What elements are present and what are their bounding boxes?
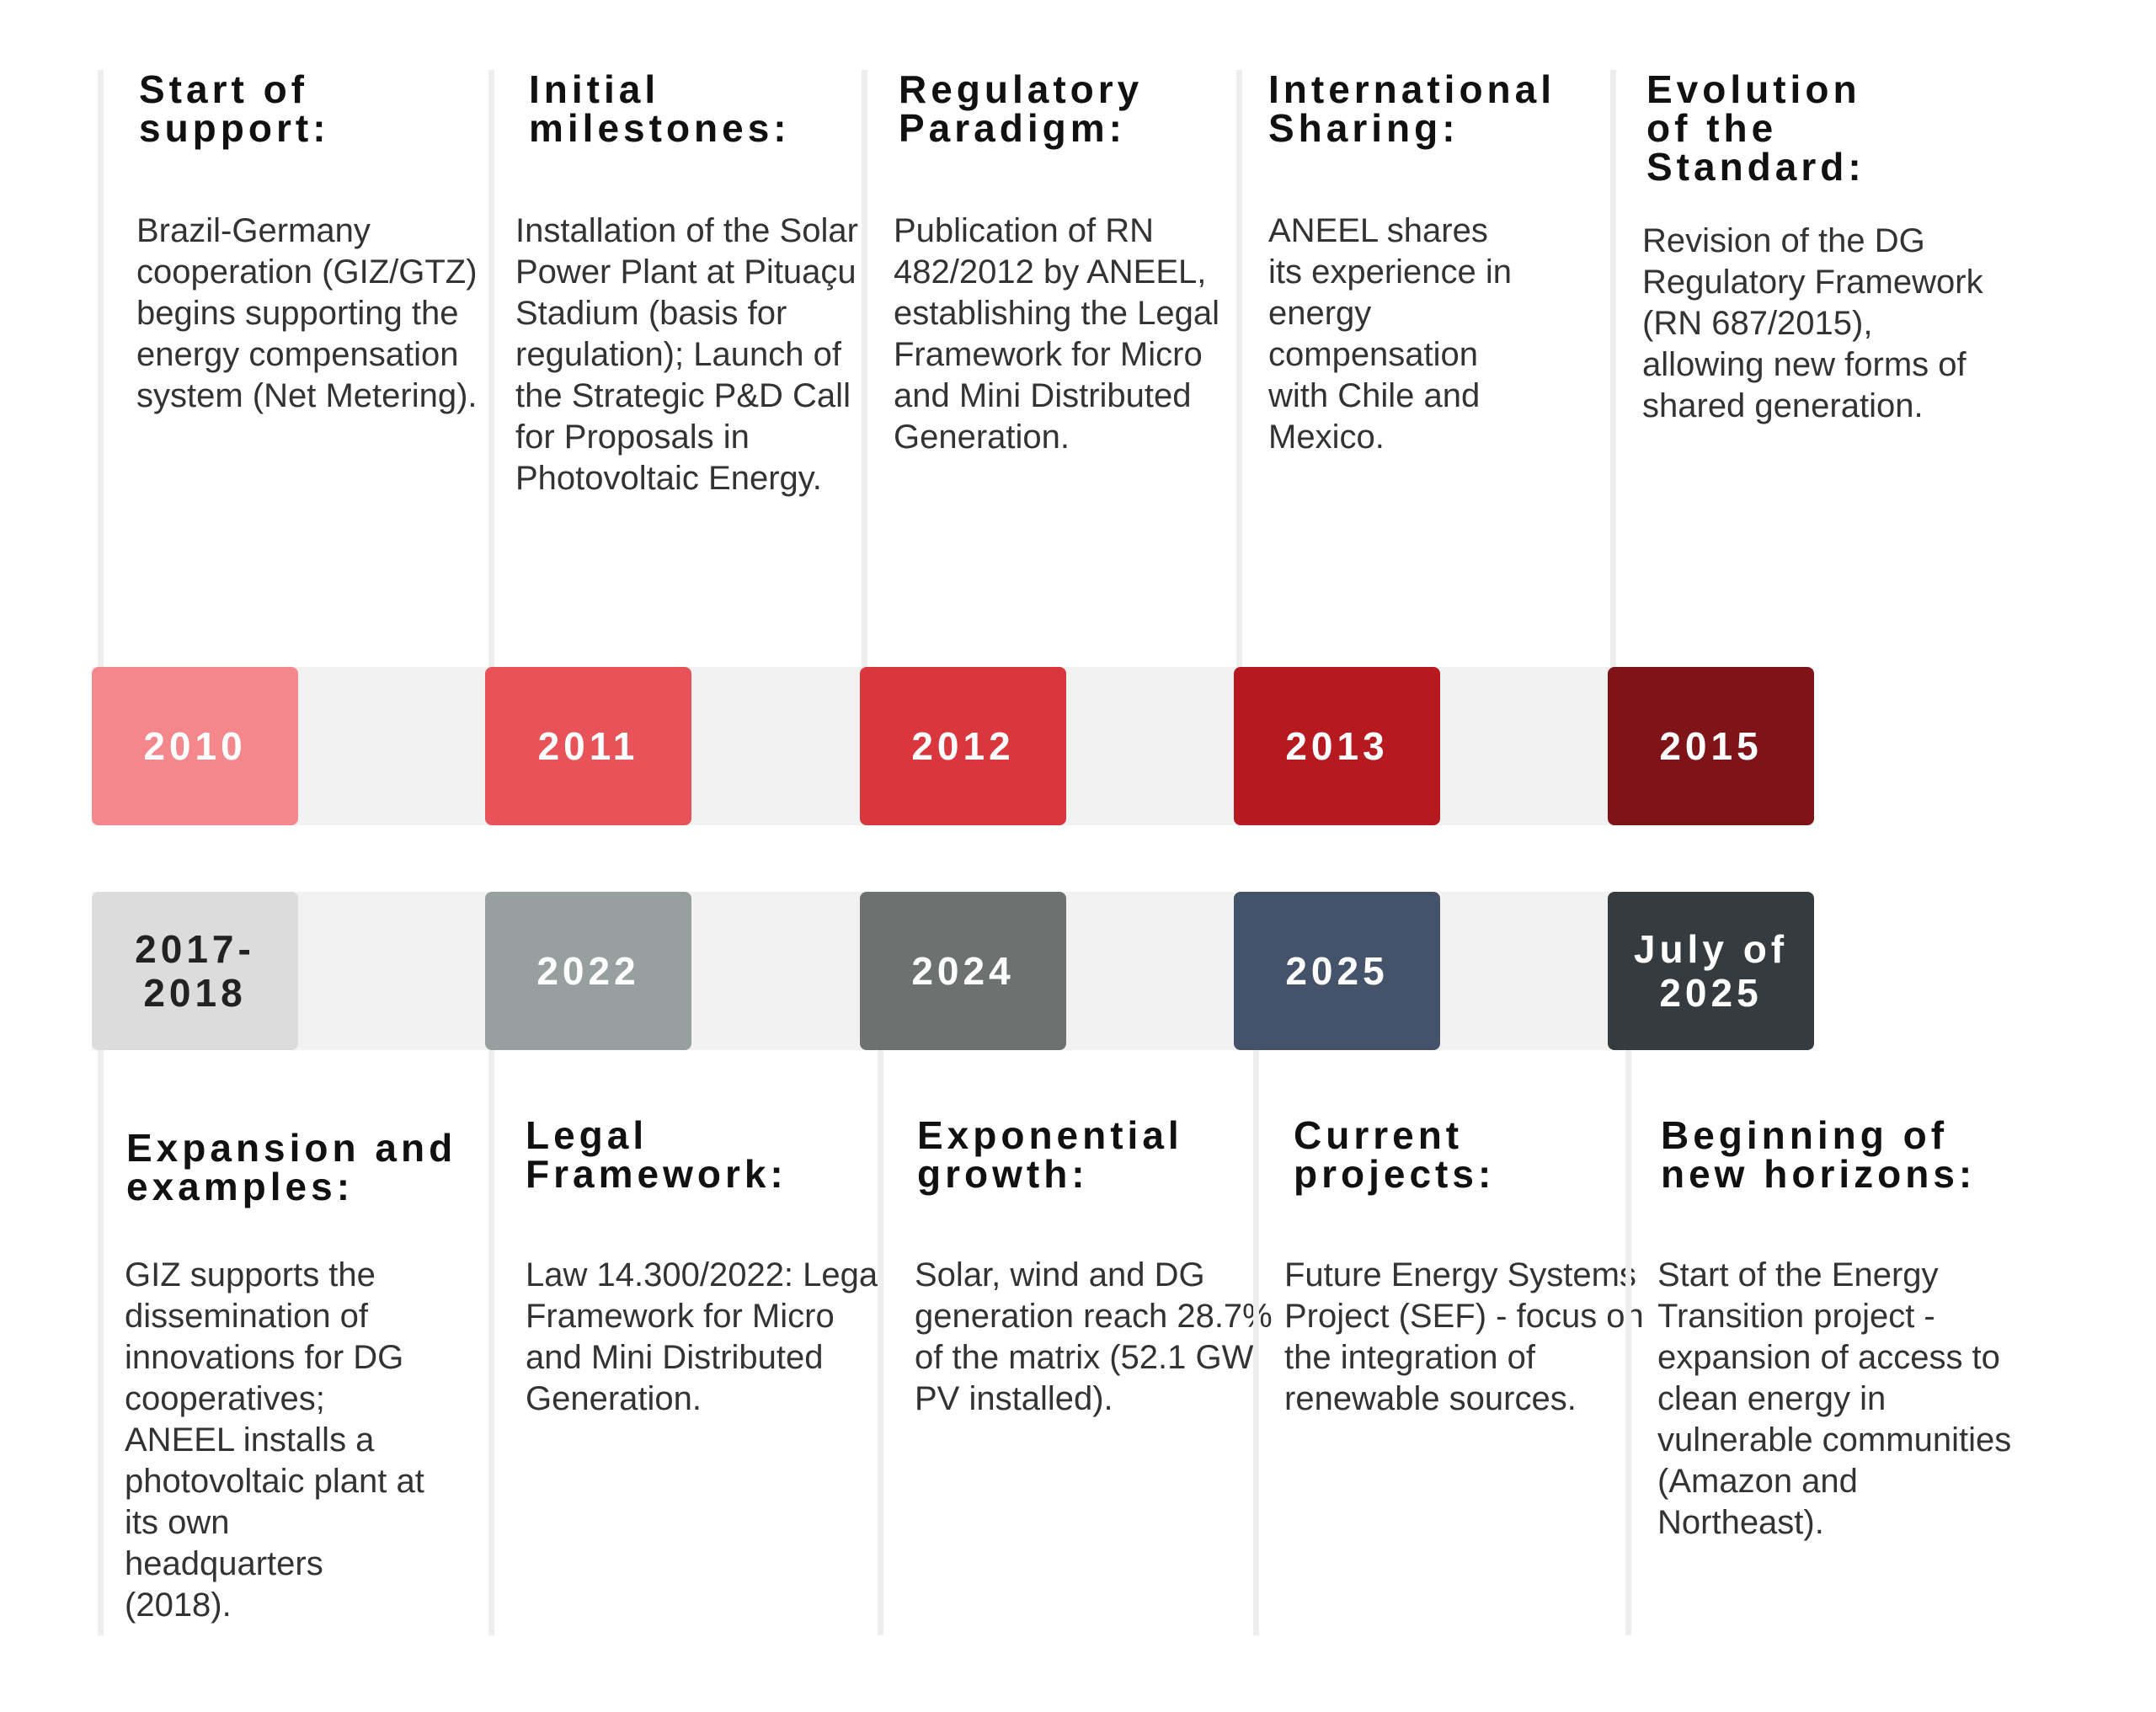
milestone-text: GIZ supports the dissemination of innova… [125,1256,424,1624]
milestone-heading: Exponential growth: [917,1113,1183,1196]
milestone-text: Start of the Energy Transition project -… [1657,1256,2012,1541]
milestone-text: Solar, wind and DG generation reach 28.7… [915,1256,1273,1417]
year-box: 2012 [860,667,1066,825]
milestone-text: Installation of the Solar Power Plant at… [515,212,858,497]
divider [98,70,104,667]
milestone-heading: Expansion and examples: [126,1126,457,1208]
year-box: 2022 [485,892,691,1050]
year-box: 2011 [485,667,691,825]
divider [1625,1050,1631,1635]
milestone-heading: Evolution of the Standard: [1646,67,1865,189]
divider [862,70,867,667]
divider [488,70,494,667]
milestone-heading: International Sharing: [1268,67,1556,150]
milestone-text: Revision of the DG Regulatory Framework … [1642,222,1983,424]
year-box: 2010 [92,667,298,825]
divider [98,1050,104,1635]
year-box: 2015 [1608,667,1814,825]
divider [878,1050,883,1635]
divider [1253,1050,1259,1635]
divider [1236,70,1242,667]
milestone-heading: Legal Framework: [526,1113,787,1196]
milestone-text: ANEEL shares its experience in energy co… [1268,212,1513,456]
milestone-heading: Start of support: [139,67,330,150]
year-box: 2013 [1234,667,1440,825]
milestone-text: Brazil-Germany cooperation (GIZ/GTZ) beg… [136,212,478,414]
divider [1610,70,1616,667]
year-box: 2017-2018 [92,892,298,1050]
milestone-heading: Initial milestones: [529,67,791,150]
milestone-heading: Current projects: [1294,1113,1496,1196]
milestone-heading: Beginning of new horizons: [1661,1113,1977,1196]
milestone-heading: Regulatory Paradigm: [899,67,1144,150]
milestone-text: Future Energy Systems Project (SEF) - fo… [1284,1256,1644,1417]
year-box: 2024 [860,892,1066,1050]
year-box: July of 2025 [1608,892,1814,1050]
year-box: 2025 [1234,892,1440,1050]
divider [488,1050,494,1635]
milestone-text: Publication of RN 482/2012 by ANEEL, est… [894,212,1219,456]
milestone-text: Law 14.300/2022: Legal Framework for Mic… [526,1256,886,1417]
